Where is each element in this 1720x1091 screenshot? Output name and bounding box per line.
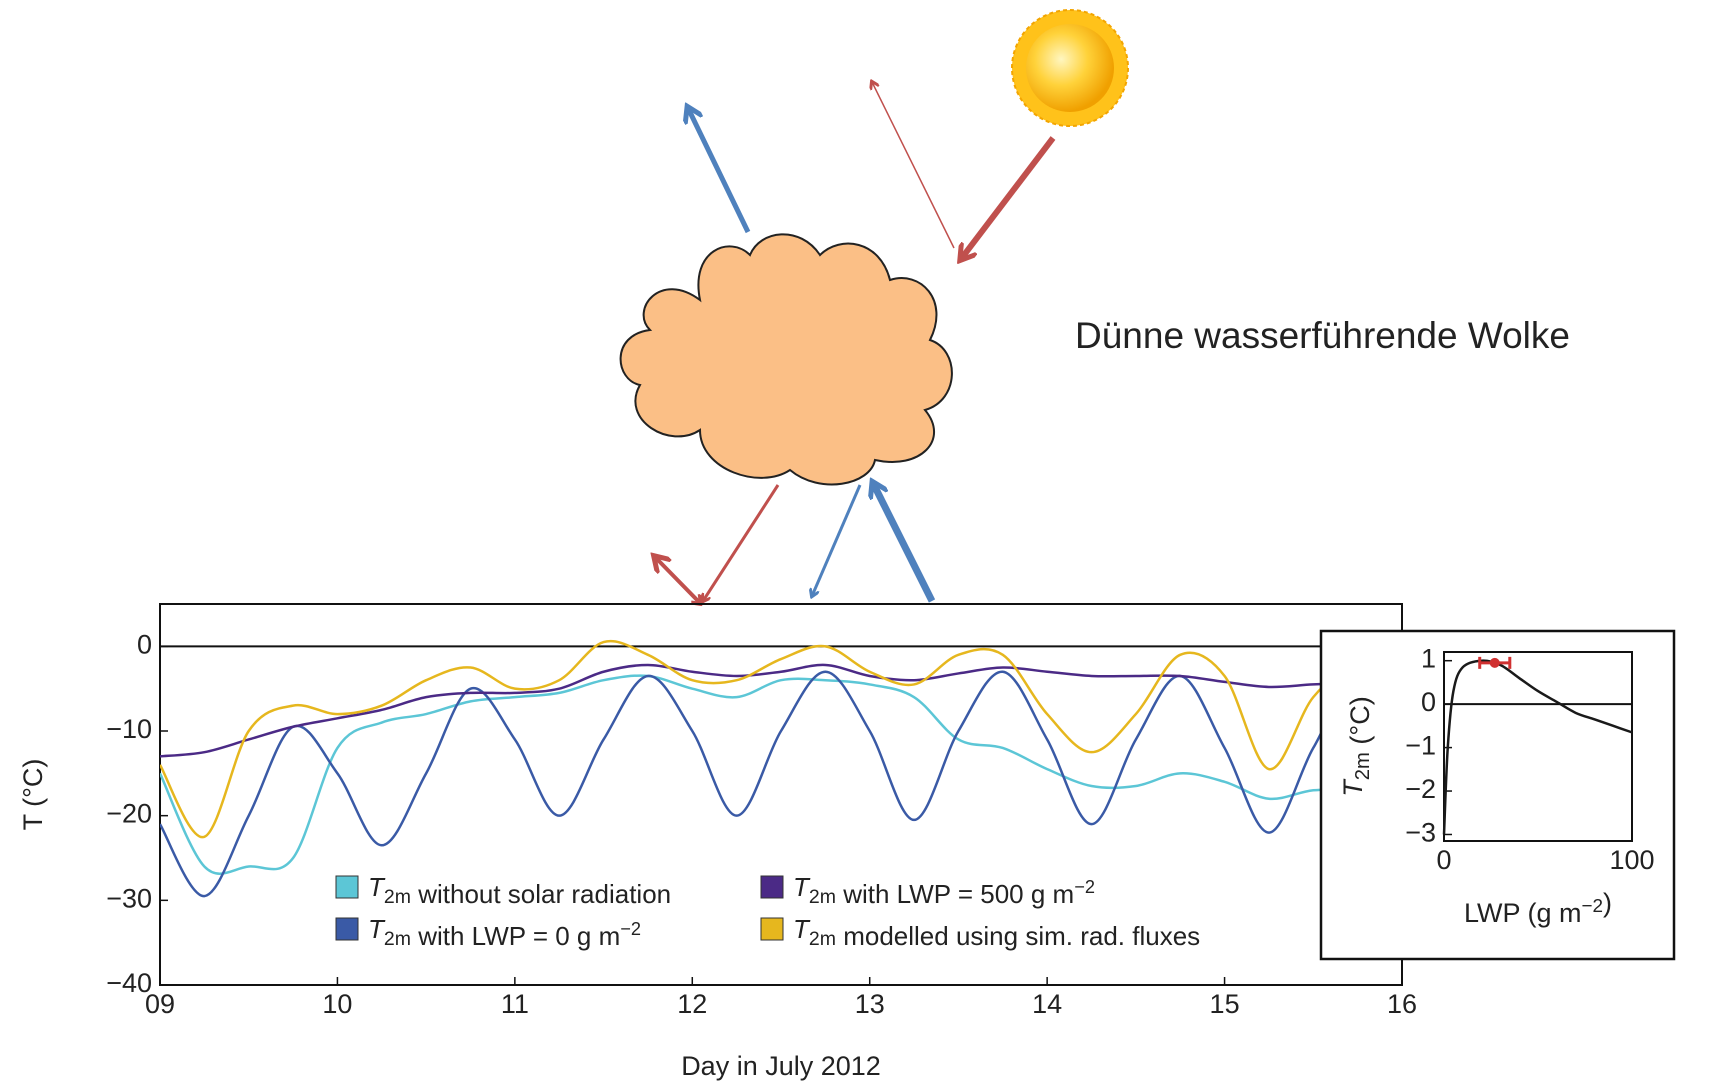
y-tick-label: −10 <box>106 714 152 744</box>
legend-label: T2m with LWP = 0 g m−2 <box>368 914 641 951</box>
plot-frame <box>1443 651 1633 842</box>
legend-label: T2m with LWP = 500 g m−2 <box>793 872 1095 909</box>
x-tick-label: 13 <box>855 989 885 1019</box>
x-axis-label: LWP (g m−2) <box>1464 888 1612 928</box>
marker <box>1489 657 1500 668</box>
x-tick-label: 12 <box>677 989 707 1019</box>
legend-swatch <box>335 917 359 941</box>
inset-frame <box>1319 629 1676 961</box>
y-tick-label: 1 <box>1421 644 1436 674</box>
y-tick-label: −40 <box>106 968 152 998</box>
y-tick-label: −3 <box>1405 818 1436 848</box>
series-group <box>1442 659 1633 835</box>
legend-swatch <box>760 917 784 941</box>
series-group <box>160 639 1402 898</box>
series-line <box>160 663 1402 758</box>
y-tick-label: −20 <box>106 799 152 829</box>
y-tick-label: −30 <box>106 883 152 913</box>
y-axis-label: T (°C) <box>18 759 48 831</box>
legend-swatch <box>335 875 359 899</box>
series-line <box>160 639 1402 839</box>
sun <box>1011 9 1129 127</box>
legend-swatch <box>760 875 784 899</box>
x-tick-label: 15 <box>1210 989 1240 1019</box>
cloud <box>619 233 953 486</box>
x-tick-label: 09 <box>145 989 175 1019</box>
series-line <box>160 674 1402 875</box>
y-tick-label: 0 <box>137 629 152 659</box>
legend-label: T2m modelled using sim. rad. fluxes <box>793 914 1200 951</box>
x-tick-label: 100 <box>1609 845 1654 875</box>
x-tick-label: 10 <box>322 989 352 1019</box>
arrows <box>655 82 1056 604</box>
legend-label: T2m without solar radiation <box>368 872 671 909</box>
y-tick-label: −1 <box>1405 731 1436 761</box>
x-tick-label: 14 <box>1032 989 1062 1019</box>
y-axis-label: T2m (°C) <box>1338 696 1375 796</box>
x-tick-label: 16 <box>1387 989 1417 1019</box>
series-line <box>160 670 1402 898</box>
y-tick-label: 0 <box>1421 687 1436 717</box>
x-tick-label: 0 <box>1436 845 1451 875</box>
x-tick-label: 11 <box>501 989 529 1019</box>
x-axis-label: Day in July 2012 <box>681 1051 881 1081</box>
series-line <box>1442 659 1633 835</box>
y-tick-label: −2 <box>1405 774 1436 804</box>
cloud-label: Dünne wasserführende Wolke <box>1075 315 1570 356</box>
